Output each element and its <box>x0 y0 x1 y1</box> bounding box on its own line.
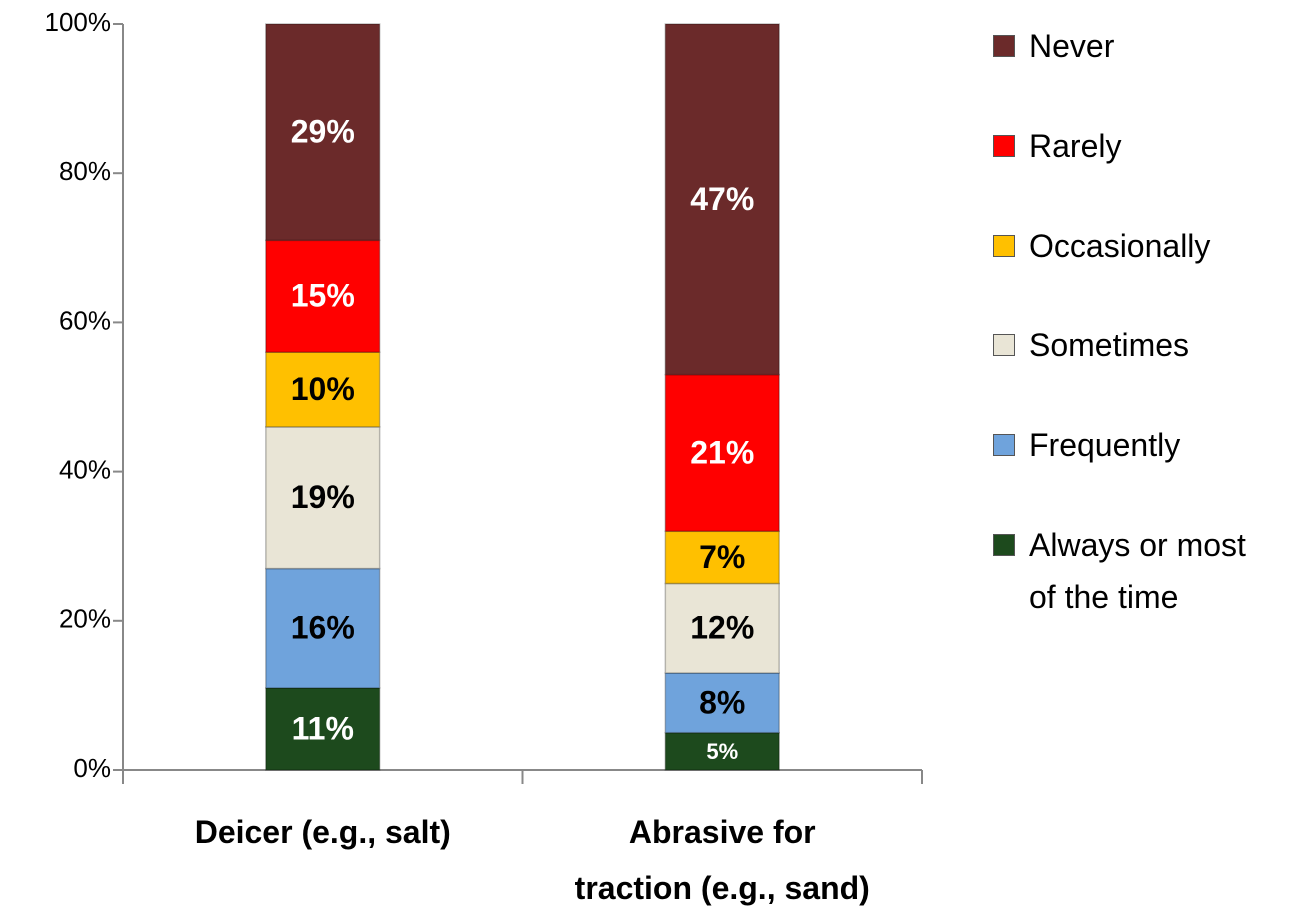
bar-segment <box>265 351 381 428</box>
legend-item: Occasionally <box>993 220 1269 272</box>
bar-segment <box>265 687 381 771</box>
y-tick-label: 20% <box>59 604 111 634</box>
data-label: 10% <box>291 371 355 407</box>
legend-swatch <box>993 234 1015 257</box>
data-label: 29% <box>291 114 355 150</box>
y-tick-label: 40% <box>59 454 111 484</box>
legend-item: Frequently <box>993 419 1269 471</box>
bar-segment <box>664 373 780 533</box>
legend-label: Always or most of the time <box>1029 527 1246 615</box>
data-label: 5% <box>706 739 738 764</box>
x-tick-label: Abrasive for traction (e.g., sand) <box>574 814 870 906</box>
bar-segment <box>265 567 381 689</box>
y-tick-label: 0% <box>73 753 111 783</box>
legend-swatch <box>993 334 1015 357</box>
data-label: 47% <box>690 181 754 217</box>
legend-item: Rarely <box>993 120 1269 172</box>
legend-label: Never <box>1029 28 1115 64</box>
data-label: 11% <box>292 710 354 746</box>
bar-segment <box>664 582 780 674</box>
legend-item: Sometimes <box>993 319 1269 371</box>
legend-swatch <box>993 134 1015 157</box>
legend-label: Occasionally <box>1029 227 1211 264</box>
data-label: 16% <box>291 610 355 646</box>
x-tick-label: Deicer (e.g., salt) <box>194 814 451 850</box>
y-tick-label: 60% <box>59 305 111 335</box>
legend-swatch <box>993 35 1015 57</box>
legend-swatch <box>993 534 1015 556</box>
data-label: 21% <box>690 434 754 470</box>
data-label: 15% <box>291 278 355 314</box>
bar-segment <box>265 239 381 353</box>
legend-swatch <box>993 434 1015 457</box>
bar-segment <box>265 23 381 242</box>
legend-item: Always or most of the time <box>993 519 1269 623</box>
bar-segment <box>664 23 780 376</box>
legend-label: Frequently <box>1029 427 1181 464</box>
bar-segment <box>265 426 381 570</box>
y-tick-label: 80% <box>59 156 111 186</box>
legend-item: Never <box>993 20 1269 72</box>
data-label: 7% <box>699 539 745 575</box>
legend-label: Rarely <box>1029 127 1122 164</box>
y-tick-label: 100% <box>45 7 112 37</box>
data-label: 8% <box>699 684 745 720</box>
legend-label: Sometimes <box>1029 327 1190 364</box>
bar-segment <box>664 530 780 585</box>
data-label: 19% <box>291 479 355 515</box>
data-label: 12% <box>690 610 754 646</box>
